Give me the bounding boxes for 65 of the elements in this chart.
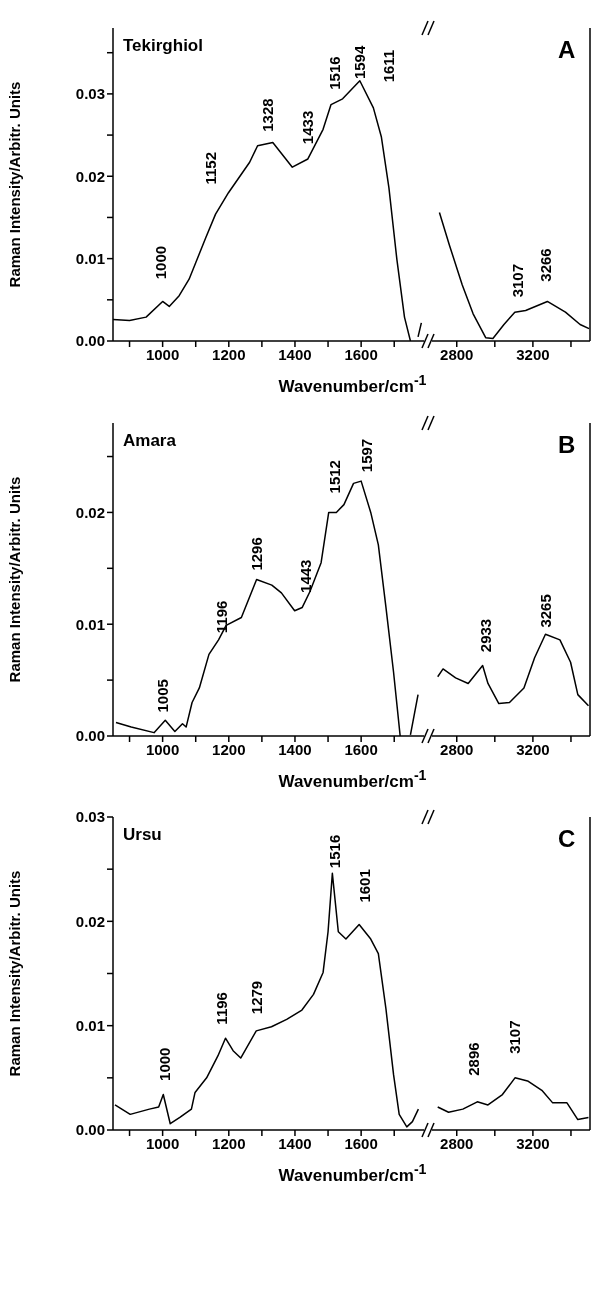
y-tick-label: 0.02	[75, 167, 105, 185]
annotation: 1196	[213, 992, 231, 1025]
annotation: 1279	[247, 981, 265, 1015]
annotation: 1597	[358, 438, 376, 472]
x-tick-label: 1200	[212, 1134, 246, 1152]
x-tick-label: 1400	[278, 1134, 312, 1152]
text: Amara	[123, 430, 176, 451]
annotation: 1443	[297, 559, 315, 593]
annotation: 1433	[299, 110, 317, 145]
x-axis-title: Wavenumber/cm$^{-1}$	[277, 372, 428, 397]
x-tick-label: 1200	[212, 345, 246, 363]
annotation: 2896	[465, 1042, 483, 1077]
x-tick-label: 2800	[440, 740, 474, 758]
x-axis-title: Wavenumber/cm$^{-1}$	[277, 1161, 428, 1186]
y-tick-label: 0.03	[75, 808, 105, 826]
annotation: 1000	[151, 245, 169, 280]
y-tick-label: 0.01	[75, 615, 105, 633]
x-tick-label: 1600	[344, 1134, 378, 1152]
text: Tekirghiol	[123, 36, 203, 56]
annotation: B	[558, 430, 576, 459]
annotation: 1512	[325, 459, 343, 494]
y-tick-label: 0.00	[75, 726, 105, 744]
annotation: 1196	[213, 600, 231, 633]
x-tick-label: 1000	[145, 345, 180, 363]
annotation: 1594	[351, 45, 369, 80]
y-axis-title: Raman Intensity/Arbitr. Units	[6, 870, 24, 1077]
annotation: 1005	[153, 678, 171, 713]
x-tick-label: 1000	[145, 1134, 180, 1152]
y-tick-label: 0.02	[75, 912, 105, 930]
annotation: 3107	[508, 263, 526, 298]
annotation: 1296	[247, 536, 265, 571]
x-tick-label: 3200	[516, 1134, 550, 1152]
y-tick-label: 0.00	[75, 332, 105, 350]
annotation: 1516	[325, 835, 343, 869]
x-axis-title: Wavenumber/cm$^{-1}$	[277, 766, 428, 792]
y-tick-label: 0.01	[75, 249, 105, 267]
x-tick-label: 2800	[440, 1134, 474, 1152]
annotation: 2933	[477, 618, 495, 652]
x-tick-label: 1200	[212, 740, 246, 758]
x-tick-label: 2800	[440, 345, 474, 363]
x-tick-label: 3200	[516, 345, 550, 363]
annotation: 1152	[201, 151, 219, 185]
x-tick-label: 1400	[278, 740, 312, 758]
x-tick-label: 1600	[344, 740, 378, 758]
x-tick-label: 1600	[344, 345, 378, 363]
annotation: 1000	[155, 1047, 173, 1082]
y-tick-label: 0.02	[75, 503, 105, 521]
text: Ursu	[123, 825, 162, 846]
y-axis-title: Raman Intensity/Arbitr. Units	[6, 476, 24, 683]
annotation: 3107	[506, 1020, 524, 1055]
annotation: 1601	[356, 869, 374, 903]
annotation: 3266	[536, 248, 554, 282]
annotation: C	[558, 825, 576, 854]
y-tick-label: 0.01	[75, 1017, 105, 1035]
y-axis-title: Raman Intensity/Arbitr. Units	[6, 81, 24, 288]
annotation: 1611	[380, 49, 398, 83]
y-tick-label: 0.03	[75, 85, 105, 103]
annotation: A	[558, 36, 576, 64]
annotation: 1328	[259, 98, 277, 132]
annotation: 3265	[536, 593, 554, 628]
x-tick-label: 1400	[278, 345, 312, 363]
y-tick-label: 0.00	[75, 1121, 105, 1139]
x-tick-label: 1000	[145, 740, 180, 758]
annotation: 1516	[325, 56, 343, 90]
x-tick-label: 3200	[516, 740, 550, 758]
